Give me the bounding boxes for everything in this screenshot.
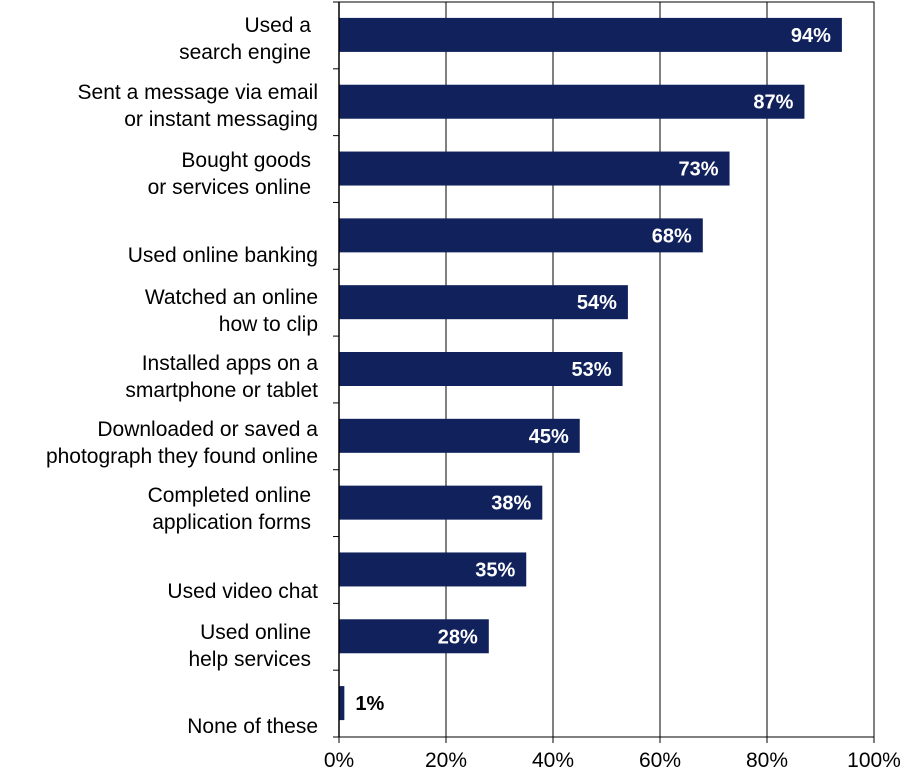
bars	[339, 17, 842, 721]
bar	[339, 285, 628, 320]
category-label: Downloaded or saved a photograph they fou…	[46, 418, 318, 468]
category-label: Sent a message via email or instant messa…	[78, 81, 318, 131]
category-label: Completed online application forms	[148, 484, 311, 534]
category-label-line: photograph they found online	[46, 445, 318, 468]
bar	[339, 17, 842, 52]
bar	[339, 619, 489, 654]
category-label-line: Completed online	[148, 484, 311, 507]
category-label: Watched an online how to clip	[145, 286, 318, 336]
category-label-line: Used a	[244, 14, 311, 37]
bar-value-label: 45%	[529, 426, 569, 448]
bar-value-label: 28%	[438, 626, 478, 648]
bar	[339, 84, 805, 119]
bar	[339, 418, 580, 453]
category-label: Used a search engine	[179, 14, 311, 64]
x-tick-label: 40%	[532, 749, 574, 772]
category-label: Used video chat	[167, 580, 318, 603]
category-label-line: application forms	[152, 511, 311, 534]
category-label: None of these	[187, 715, 318, 738]
labels: 0% 20% 40% 60% 80% 100% 94% Used a search engine…	[46, 14, 901, 772]
bar-value-label: 38%	[491, 493, 531, 515]
category-label-line: Installed apps on a	[142, 352, 319, 375]
bar-value-label: 53%	[572, 359, 612, 381]
bar	[339, 552, 527, 587]
bar-value-label: 35%	[475, 559, 515, 581]
bar-value-label: 1%	[355, 693, 384, 715]
bar	[339, 485, 543, 520]
category-label-line: Sent a message via email	[78, 81, 318, 104]
bar	[339, 352, 623, 386]
category-label-line: Watched an online	[145, 286, 318, 309]
x-tick-label: 0%	[324, 749, 354, 772]
category-label-line: Used video chat	[167, 580, 318, 603]
category-label: Installed apps on a smartphone or tablet	[125, 352, 318, 402]
bar-value-label: 94%	[791, 25, 831, 47]
x-tick-label: 100%	[847, 749, 901, 772]
grid-lines	[338, 1, 875, 738]
axes	[333, 1, 875, 743]
category-label-line: Downloaded or saved a	[97, 418, 318, 441]
x-tick-label: 60%	[639, 749, 681, 772]
bar-value-label: 73%	[679, 159, 719, 181]
category-label-line: smartphone or tablet	[125, 379, 318, 402]
bar	[339, 218, 703, 253]
bar-value-label: 87%	[753, 92, 793, 114]
category-label-line: or instant messaging	[124, 108, 318, 131]
x-tick-label: 20%	[425, 749, 467, 772]
category-label-line: how to clip	[219, 313, 318, 336]
category-label: Used online banking	[128, 244, 318, 267]
category-label-line: Used online	[200, 621, 311, 644]
category-label-line: help services	[188, 648, 311, 671]
category-label-line: Used online banking	[128, 244, 318, 267]
bar	[339, 686, 345, 721]
bar-value-label: 68%	[652, 225, 692, 247]
bar-value-label: 54%	[577, 292, 617, 314]
x-tick-label: 80%	[746, 749, 788, 772]
category-label-line: search engine	[179, 41, 311, 64]
category-label-line: or services online	[148, 176, 311, 199]
category-label: Used online help services	[188, 621, 311, 671]
bar	[339, 151, 730, 186]
category-label-line: None of these	[187, 715, 318, 738]
category-label-line: Bought goods	[181, 149, 311, 172]
category-label: Bought goods or services online	[148, 149, 311, 199]
